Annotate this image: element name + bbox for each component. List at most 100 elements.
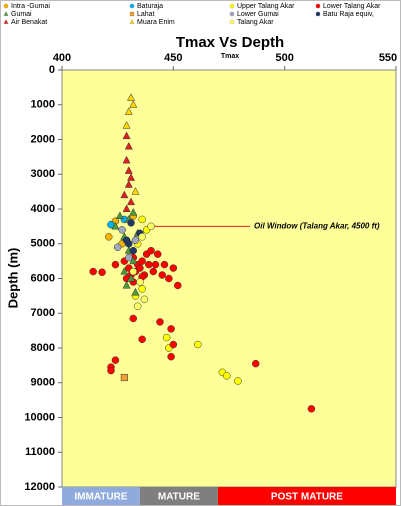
legend-marker <box>315 11 321 17</box>
point <box>122 155 131 164</box>
legend-label: Air Benakat <box>11 19 47 26</box>
legend-label: Batu Raja equiv, <box>323 11 374 18</box>
plot-area <box>61 69 397 488</box>
point <box>131 187 140 195</box>
zone-label: POST MATURE <box>271 492 343 503</box>
point <box>107 366 115 375</box>
point <box>111 356 120 364</box>
point <box>129 314 138 323</box>
point <box>169 264 178 272</box>
point <box>234 377 242 385</box>
point <box>133 302 142 311</box>
point <box>122 280 131 289</box>
point <box>169 340 178 349</box>
y-tick-label: 10000 <box>24 411 55 423</box>
point <box>129 246 138 255</box>
point <box>151 260 160 269</box>
point <box>115 211 124 219</box>
point <box>165 274 173 283</box>
point <box>120 267 129 275</box>
legend-marker <box>229 3 235 9</box>
point <box>147 222 155 231</box>
legend-marker <box>315 3 321 9</box>
point <box>167 325 175 333</box>
point <box>127 93 136 101</box>
legend-label: Upper Talang Akar <box>237 3 295 10</box>
point <box>138 285 146 293</box>
y-axis-label: Depth (m) <box>5 248 20 309</box>
legend-label: Baturaja <box>137 3 163 10</box>
point <box>138 215 146 224</box>
point <box>125 253 133 262</box>
point <box>111 221 120 230</box>
legend-label: Muara Enim <box>137 19 175 26</box>
point <box>162 333 171 342</box>
y-tick-label: 11000 <box>25 446 55 458</box>
y-tick-label: 2000 <box>31 133 55 145</box>
point <box>158 271 166 279</box>
legend-marker <box>3 3 9 9</box>
legend-marker <box>229 19 235 25</box>
point <box>111 260 120 269</box>
point <box>307 405 316 413</box>
legend-marker <box>129 11 135 17</box>
point <box>223 372 231 380</box>
y-tick-label: 12000 <box>24 481 55 493</box>
point <box>131 287 140 296</box>
y-tick-label: 0 <box>49 64 55 76</box>
point <box>124 166 133 174</box>
point <box>149 267 158 276</box>
zone-label: MATURE <box>158 492 200 503</box>
zone <box>217 487 396 505</box>
legend-label: Lower Gumai <box>237 11 279 18</box>
point <box>136 264 144 272</box>
chart-title: Tmax Vs Depth <box>176 34 284 51</box>
legend-marker <box>3 19 9 24</box>
zone <box>62 487 140 505</box>
y-tick-label: 9000 <box>31 377 55 389</box>
point <box>160 260 169 269</box>
point <box>138 233 146 241</box>
point <box>127 219 135 227</box>
point <box>122 204 131 213</box>
point <box>105 233 113 241</box>
point <box>138 335 146 344</box>
point <box>122 131 131 140</box>
x-tick-label: 400 <box>53 52 71 64</box>
point <box>140 295 149 304</box>
legend-marker <box>129 3 135 9</box>
y-tick-label: 8000 <box>31 342 55 354</box>
point <box>124 107 133 115</box>
legend-label: Intra -Gumai <box>11 3 50 10</box>
zone <box>139 487 218 505</box>
point <box>98 268 106 276</box>
legend-marker <box>129 19 135 24</box>
point <box>153 250 162 258</box>
point <box>129 100 138 108</box>
x-tick-label: 450 <box>164 52 182 64</box>
point <box>122 121 131 129</box>
point <box>120 190 129 199</box>
point <box>145 260 153 269</box>
annotation: Oil Window (Talang Akar, 4500 ft) <box>254 221 380 230</box>
y-tick-label: 7000 <box>31 307 55 319</box>
point <box>118 226 126 234</box>
point <box>127 173 136 181</box>
point <box>131 236 140 245</box>
point <box>138 257 146 265</box>
point <box>174 281 182 290</box>
point <box>147 246 155 255</box>
point <box>129 207 138 216</box>
point <box>120 373 128 382</box>
legend-marker <box>3 11 9 16</box>
point <box>124 180 133 188</box>
point <box>113 243 122 251</box>
y-tick-label: 4000 <box>31 203 55 215</box>
point <box>89 267 97 276</box>
point <box>136 278 144 286</box>
x-axis-label: Tmax <box>221 53 239 60</box>
y-tick-label: 6000 <box>31 272 55 284</box>
x-tick-label: 550 <box>379 52 397 64</box>
y-tick-label: 5000 <box>31 238 55 250</box>
